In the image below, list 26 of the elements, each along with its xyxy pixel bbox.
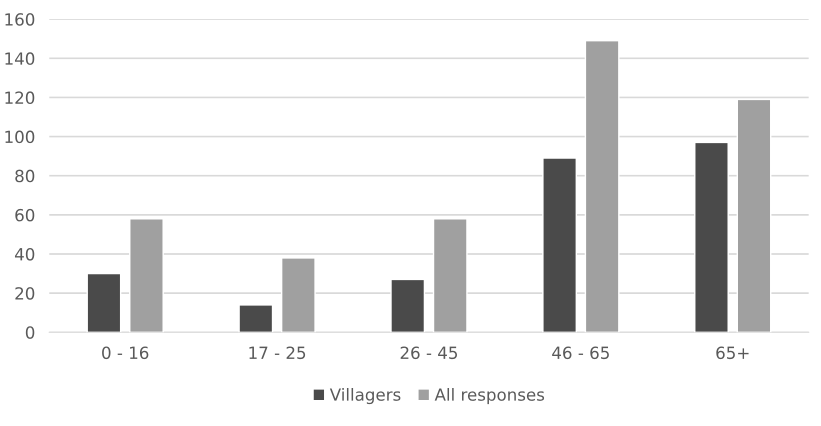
bar — [129, 218, 164, 332]
y-tick-label: 40 — [14, 248, 34, 261]
legend-label: Villagers — [330, 388, 400, 404]
y-tick-label: 80 — [15, 170, 34, 182]
y-tick-label: 20 — [15, 287, 34, 300]
legend-label: All responses — [434, 388, 544, 404]
bar — [432, 218, 468, 332]
y-tick-label: 120 — [5, 91, 34, 104]
bar — [280, 257, 316, 332]
y-tick-label: 140 — [5, 52, 34, 65]
bar — [736, 98, 772, 332]
x-tick-label: 17 - 25 — [249, 346, 306, 360]
x-tick-label: 26 - 45 — [400, 346, 458, 360]
x-tick-label: 46 - 65 — [552, 346, 609, 360]
bar — [694, 142, 729, 332]
bar — [86, 272, 122, 332]
bar — [542, 157, 577, 332]
x-tick-label: 65+ — [716, 346, 749, 360]
x-tick-label: 0 - 16 — [102, 346, 148, 360]
y-tick-label: 60 — [15, 208, 34, 222]
y-tick-label: 100 — [5, 130, 34, 144]
bar — [390, 278, 426, 332]
y-tick-label: 0 — [26, 326, 34, 339]
bar — [238, 304, 274, 332]
y-tick-label: 160 — [5, 13, 34, 26]
bar — [584, 40, 620, 332]
